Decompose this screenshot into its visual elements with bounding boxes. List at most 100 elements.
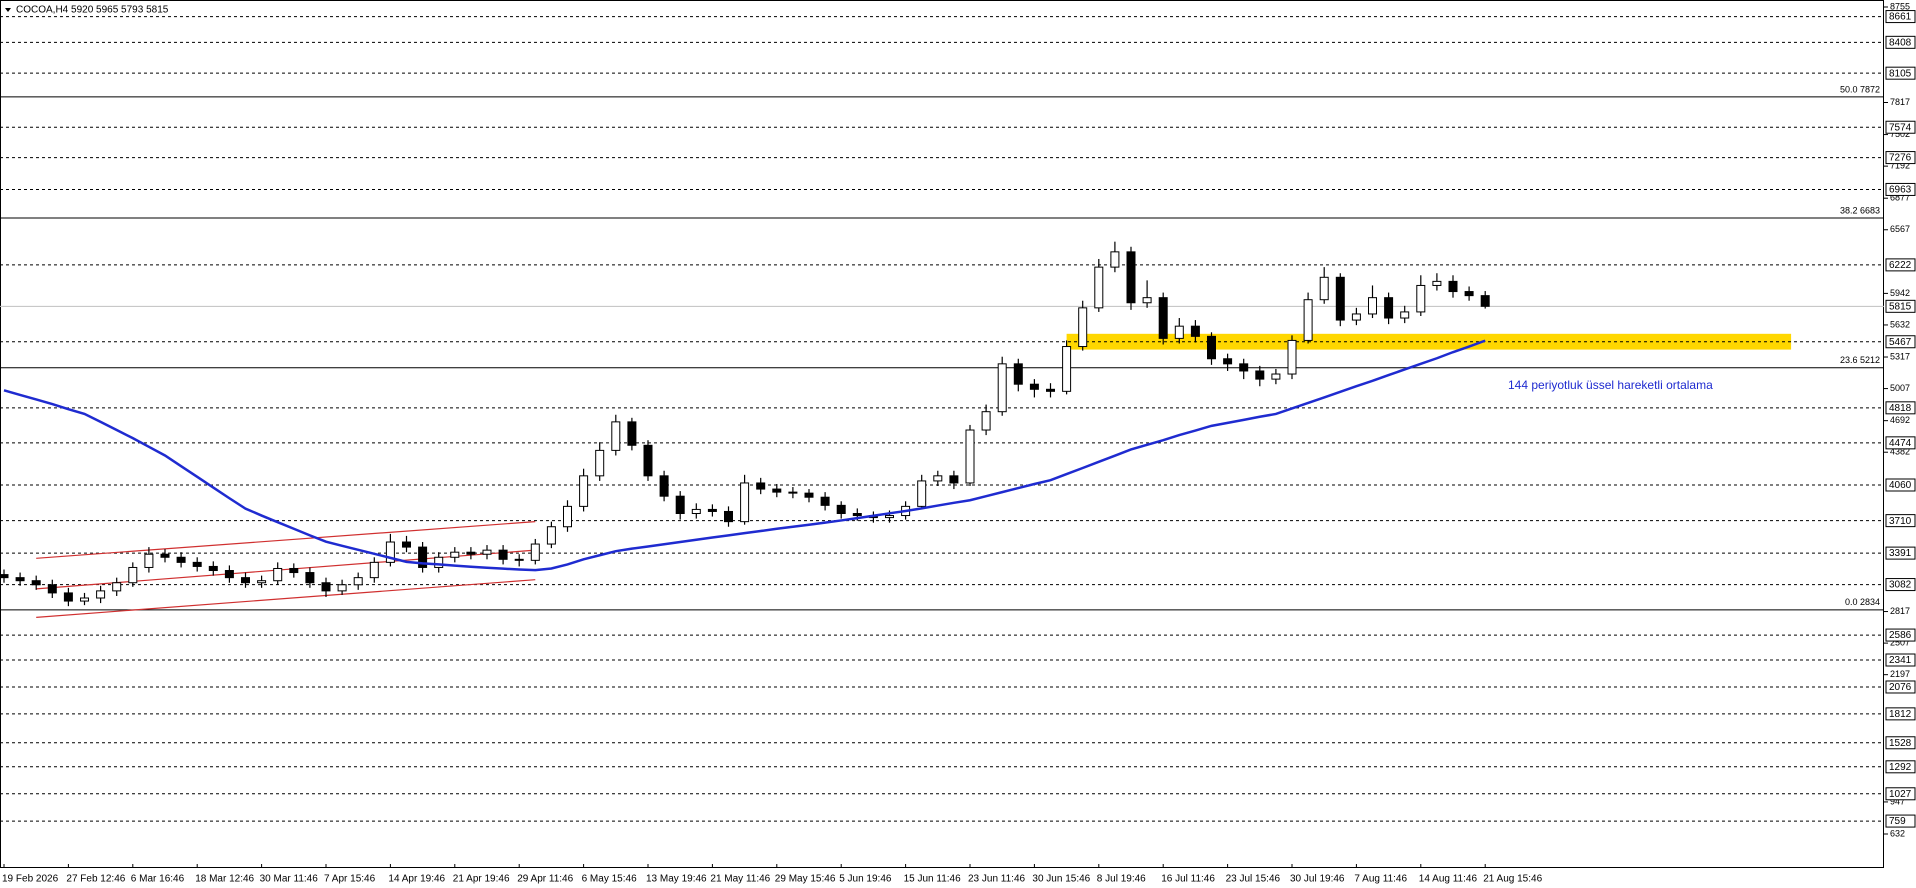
y-tick-label: 4382 (1890, 447, 1910, 457)
level-label-box (1885, 258, 1916, 272)
candle-body (192, 561, 202, 567)
x-tick-label: 30 Jul 19:46 (1290, 874, 1345, 885)
candle-body (1190, 325, 1200, 337)
x-tick-label: 5 Jun 19:46 (839, 874, 892, 885)
level-label: 5467 (1889, 337, 1912, 348)
level-label-box (1885, 787, 1916, 801)
candle-body (1271, 373, 1281, 380)
candle-body (1158, 297, 1168, 339)
candle-body (353, 577, 363, 586)
ema-annotation: 144 periyotluk üssel hareketli ortalama (1508, 378, 1713, 392)
candle-body (659, 475, 669, 497)
candle-body (611, 421, 621, 451)
level-label: 2076 (1889, 682, 1912, 693)
candle-body (112, 582, 122, 592)
level-label: 8661 (1889, 12, 1912, 23)
candle-body (1319, 276, 1329, 301)
candle-body (1029, 383, 1039, 390)
level-label-box (1885, 546, 1916, 560)
x-tick-label: 21 Apr 19:46 (453, 874, 510, 885)
candle-body (224, 570, 234, 579)
candle-body (31, 580, 41, 586)
candle-body (208, 565, 218, 572)
y-tick-label: 7817 (1890, 97, 1910, 107)
level-label: 2341 (1889, 655, 1912, 666)
candle-body (707, 508, 717, 512)
level-label-box (1885, 707, 1916, 721)
candle-body (47, 584, 57, 594)
x-tick-label: 21 Aug 15:46 (1483, 874, 1542, 885)
candle-body (1207, 335, 1216, 360)
level-label: 1812 (1889, 709, 1912, 720)
level-label: 7574 (1889, 122, 1912, 133)
candle-body (96, 590, 106, 599)
x-tick-label: 29 Apr 11:46 (517, 874, 573, 885)
channel-line (36, 579, 536, 618)
candle-body (724, 510, 733, 523)
candle-body (1255, 370, 1265, 380)
candle-body (965, 429, 975, 484)
candle-body (1480, 295, 1490, 307)
x-tick-label: 15 Jun 11:46 (904, 874, 962, 885)
candle-body (466, 551, 476, 555)
level-label-box (1885, 66, 1916, 80)
candle-body (1174, 325, 1184, 339)
ema-line (3, 339, 1486, 572)
channel-line (36, 521, 536, 559)
candle-body (1239, 363, 1249, 372)
level-label: 3082 (1889, 580, 1912, 591)
candle-body (1400, 311, 1410, 319)
candle-body (563, 505, 572, 528)
candle-body (1142, 297, 1152, 304)
fib-label: 38.2 6683 (1840, 205, 1880, 215)
chart-title: COCOA,H4 5920 5965 5793 5815 (16, 5, 169, 16)
x-tick-label: 18 Mar 12:46 (195, 874, 254, 885)
candle-body (1062, 346, 1072, 392)
candle-body (1351, 313, 1361, 321)
candle-body (675, 495, 685, 515)
level-label-box (1885, 10, 1916, 24)
level-label: 1027 (1889, 789, 1912, 800)
x-tick-label: 29 May 15:46 (775, 874, 836, 885)
level-label: 4818 (1889, 403, 1912, 414)
candle-body (595, 449, 605, 477)
candle-body (1094, 266, 1104, 309)
x-tick-label: 30 Mar 11:46 (260, 874, 319, 885)
candle-body (498, 549, 508, 560)
x-tick-label: 19 Feb 2026 (2, 874, 59, 885)
y-tick-label: 6567 (1890, 224, 1910, 234)
y-tick-label: 7502 (1890, 129, 1910, 139)
level-label-box (1885, 401, 1916, 415)
candle-body (772, 488, 782, 493)
y-tick-label: 947 (1890, 796, 1905, 806)
x-tick-label: 21 May 11:46 (710, 874, 770, 885)
candle-body (514, 558, 524, 561)
level-label-box (1885, 335, 1916, 349)
candle-body (1013, 363, 1023, 385)
candle-body (15, 577, 25, 582)
x-tick-label: 30 Jun 15:46 (1032, 874, 1090, 885)
x-tick-label: 7 Apr 15:46 (324, 874, 376, 885)
level-label: 6963 (1889, 185, 1912, 196)
candle-body (63, 592, 73, 602)
last-price-box (1885, 299, 1916, 313)
y-tick-label: 8755 (1890, 1, 1910, 11)
candle-body (917, 480, 927, 507)
level-label: 2586 (1889, 630, 1912, 641)
candle-body (144, 553, 154, 568)
candle-body (434, 556, 444, 568)
candle-body (1464, 291, 1474, 297)
x-tick-label: 23 Jul 15:46 (1226, 874, 1281, 885)
candle-body (257, 580, 267, 584)
y-tick-label: 632 (1890, 828, 1905, 838)
level-label: 3391 (1889, 548, 1912, 559)
y-tick-label: 5007 (1890, 383, 1910, 393)
level-label: 6222 (1889, 260, 1912, 271)
candle-body (885, 515, 894, 519)
candle-body (273, 567, 283, 582)
candle-body (1448, 280, 1458, 293)
candle-body (1384, 297, 1394, 319)
candle-body (756, 482, 766, 490)
